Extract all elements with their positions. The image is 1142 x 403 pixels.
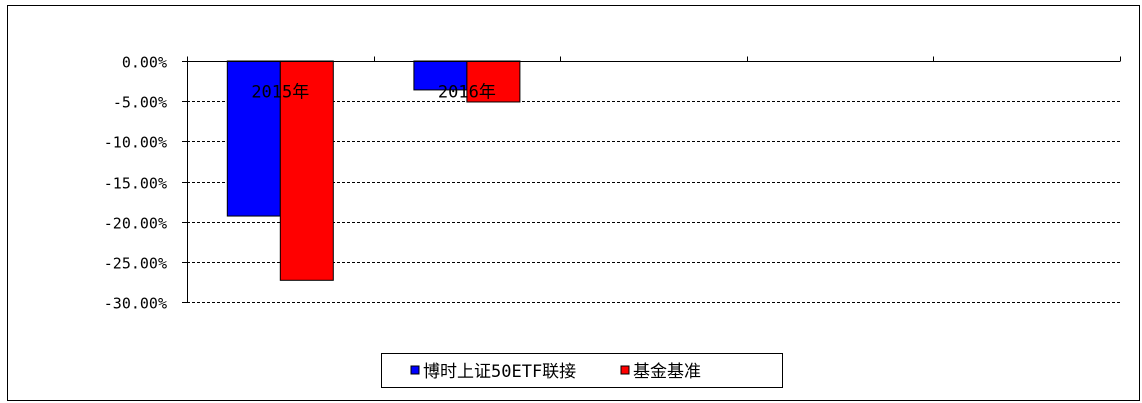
- y-tick-label: -10.00%: [104, 134, 167, 152]
- bar-fund: [413, 60, 468, 91]
- y-tick-label: -20.00%: [104, 215, 167, 233]
- legend-label: 博时上证50ETF联接: [423, 362, 576, 382]
- bar-benchmark: [279, 60, 334, 281]
- x-tick-label: 2016年: [438, 83, 496, 103]
- y-tick-label: -30.00%: [104, 295, 167, 313]
- legend-swatch: [410, 365, 420, 375]
- chart-frame: [7, 5, 1140, 401]
- x-tick-label: 2015年: [251, 83, 309, 103]
- y-tick-label: -15.00%: [104, 175, 167, 193]
- legend-label: 基金基准: [633, 362, 701, 382]
- y-tick-label: 0.00%: [122, 54, 167, 72]
- bar-fund: [226, 60, 281, 217]
- y-tick-label: -5.00%: [113, 94, 167, 112]
- y-tick-label: -25.00%: [104, 255, 167, 273]
- legend-swatch: [620, 365, 630, 375]
- legend: [381, 353, 783, 388]
- bar-benchmark: [466, 60, 521, 103]
